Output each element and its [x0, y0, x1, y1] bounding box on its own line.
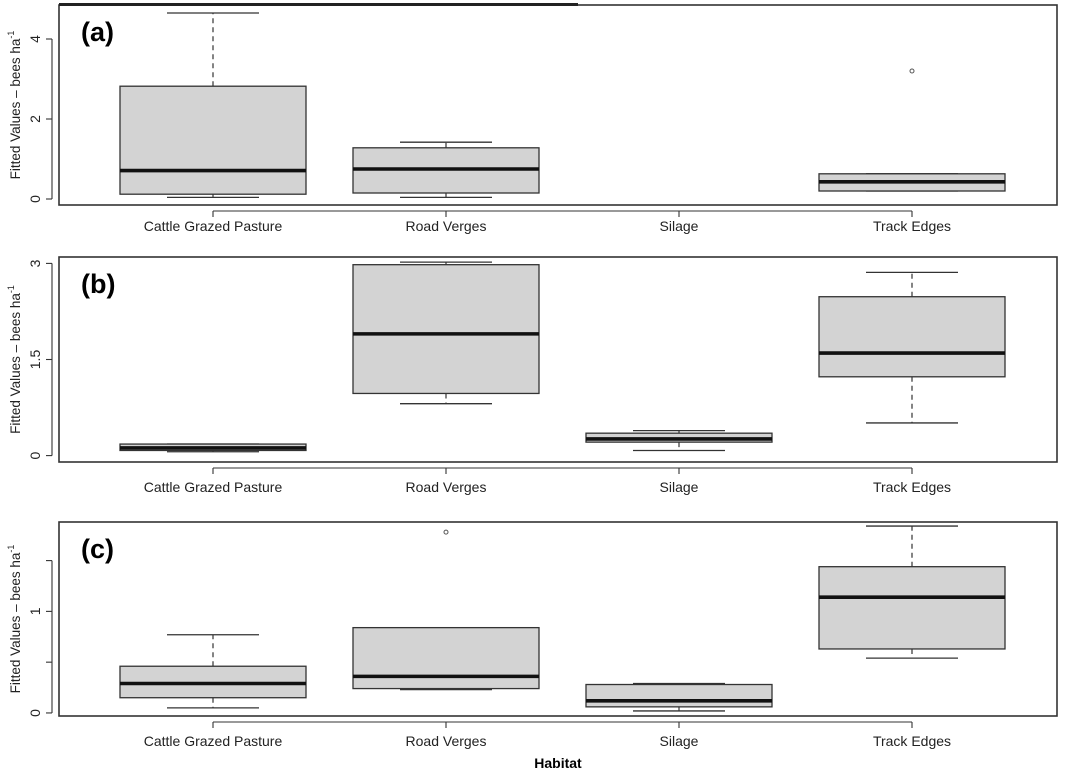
plot-frame	[58, 521, 1058, 717]
panel-b: 0 1.5 3 Fitted Values – bees ha-1 Cattle Gra…	[6, 256, 1058, 495]
panel-a: 0 2 4 Fitted Values – bees ha-1 Cattle Graze…	[6, 4, 1058, 234]
x-tick-label: Silage	[660, 733, 699, 749]
y-tick-label: 0	[27, 195, 43, 203]
panel-label: (b)	[81, 269, 115, 299]
x-tick-label: Road Verges	[406, 479, 487, 495]
panel-c: 0 1 Fitted Values – bees ha-1 Cattle Grazed…	[6, 521, 1058, 771]
box-cattle-grazed-pasture	[119, 634, 307, 709]
box-road-verges	[352, 529, 540, 691]
x-tick-label: Track Edges	[873, 479, 951, 495]
y-axis-label: Fitted Values – bees ha-1	[6, 545, 23, 694]
panel-label: (c)	[81, 534, 114, 564]
y-axis-label: Fitted Values – bees ha-1	[6, 285, 23, 434]
y-tick-label: 3	[27, 259, 43, 267]
box-iqr	[352, 626, 540, 690]
y-axis-label: Fitted Values – bees ha-1	[6, 31, 23, 180]
x-axis-label: Habitat	[534, 755, 582, 771]
box-silage	[585, 429, 773, 452]
box-iqr	[119, 85, 307, 195]
box-cattle-grazed-pasture	[119, 12, 307, 199]
x-tick-label: Cattle Grazed Pasture	[144, 733, 283, 749]
box-road-verges	[352, 141, 540, 199]
box-silage	[585, 682, 773, 712]
y-tick-label: 2	[27, 115, 43, 123]
y-tick-label: 1.5	[27, 350, 43, 370]
box-cattle-grazed-pasture	[119, 443, 307, 453]
box-iqr	[585, 683, 773, 708]
y-tick-label: 4	[27, 35, 43, 43]
box-iqr	[818, 296, 1006, 378]
outlier-point	[909, 68, 915, 74]
x-tick-label: Track Edges	[873, 218, 951, 234]
y-tick-label: 0	[27, 709, 43, 717]
x-tick-label: Silage	[660, 479, 699, 495]
box-road-verges	[352, 261, 540, 405]
box-track-edges	[818, 525, 1006, 659]
plot-frame	[58, 256, 1058, 463]
box-track-edges	[818, 271, 1006, 424]
outlier-point	[443, 529, 449, 535]
box-track-edges	[818, 68, 1006, 192]
y-tick-label: 1	[27, 607, 43, 615]
x-tick-label: Road Verges	[406, 218, 487, 234]
y-tick-label: 0	[27, 451, 43, 459]
x-tick-label: Road Verges	[406, 733, 487, 749]
panel-label: (a)	[81, 17, 114, 47]
box-iqr	[818, 566, 1006, 650]
x-tick-label: Cattle Grazed Pasture	[144, 479, 283, 495]
top-border-bar	[59, 3, 578, 6]
box-iqr	[352, 264, 540, 395]
x-tick-label: Track Edges	[873, 733, 951, 749]
x-tick-label: Silage	[660, 218, 699, 234]
x-tick-label: Cattle Grazed Pasture	[144, 218, 283, 234]
